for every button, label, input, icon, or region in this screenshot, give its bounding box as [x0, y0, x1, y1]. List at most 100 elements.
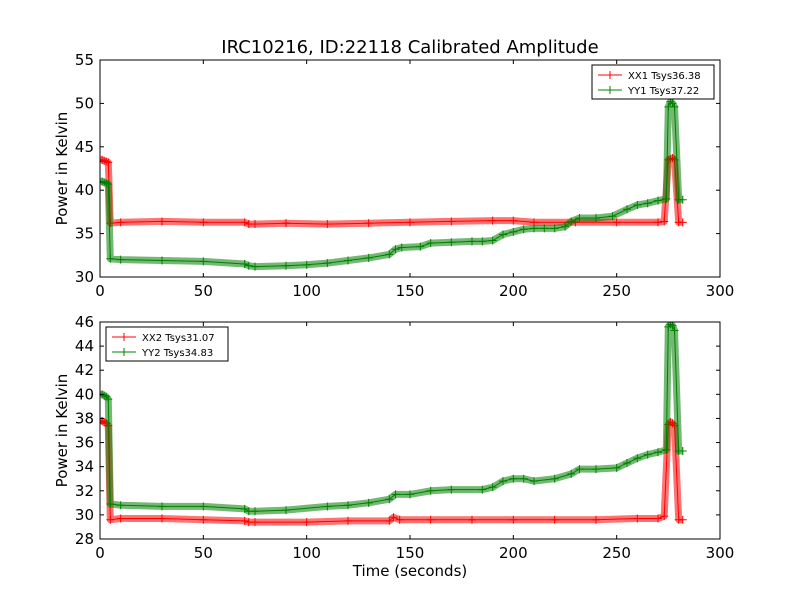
- data-point: [447, 485, 456, 494]
- data-point: [660, 512, 669, 521]
- data-point: [660, 217, 669, 226]
- data-point: [499, 477, 507, 486]
- data-point: [519, 474, 528, 483]
- data-point: [447, 238, 456, 247]
- data-point: [623, 205, 631, 214]
- data-point: [364, 253, 373, 262]
- x-tick-label: 100: [292, 282, 321, 300]
- data-point: [654, 196, 662, 205]
- y-tick-label: 45: [75, 138, 94, 156]
- data-point: [643, 199, 652, 208]
- data-point: [623, 459, 631, 468]
- data-point: [509, 216, 518, 225]
- data-point: [426, 515, 435, 524]
- data-point: [654, 448, 662, 457]
- data-point: [116, 255, 125, 264]
- legend-label: XX2 Tsys31.07: [142, 333, 215, 344]
- data-point: [100, 391, 109, 400]
- data-point: [106, 515, 115, 524]
- data-point: [251, 262, 259, 271]
- y-tick-label: 40: [75, 181, 94, 199]
- data-point: [102, 157, 111, 166]
- figure-title: IRC10216, ID:22118 Calibrated Amplitude: [221, 37, 598, 58]
- data-point: [100, 155, 107, 164]
- data-point: [106, 500, 115, 509]
- data-point: [323, 259, 332, 268]
- data-point: [488, 236, 497, 245]
- data-point: [633, 454, 642, 463]
- y-axis-label: Power in Kelvin: [53, 112, 71, 226]
- data-point: [406, 490, 414, 499]
- data-point: [468, 515, 476, 524]
- series-2: [100, 322, 687, 516]
- data-point: [282, 506, 290, 515]
- data-point: [100, 178, 109, 187]
- data-point: [199, 257, 208, 266]
- legend: XX2 Tsys31.07 YY2 Tsys34.83: [105, 326, 229, 362]
- data-point: [364, 219, 373, 228]
- legend-label: XX1 Tsys36.38: [628, 71, 701, 82]
- data-point: [488, 216, 497, 225]
- data-point: [654, 514, 662, 523]
- data-point: [670, 102, 679, 111]
- legend-marker: [606, 86, 614, 94]
- series-2: [100, 97, 687, 271]
- y-tick-label: 34: [75, 458, 94, 476]
- data-point: [540, 224, 549, 233]
- data-point: [668, 322, 677, 330]
- y-tick-label: 32: [75, 482, 94, 500]
- data-point: [344, 501, 352, 510]
- data-point: [199, 218, 208, 227]
- data-point: [612, 218, 621, 227]
- data-point: [509, 227, 518, 236]
- data-point: [323, 220, 332, 229]
- y-tick-label: 30: [75, 506, 94, 524]
- data-point: [385, 495, 394, 504]
- data-point: [240, 516, 249, 525]
- data-point: [530, 224, 538, 233]
- data-point: [530, 477, 538, 486]
- legend-box: [105, 326, 229, 362]
- data-point: [662, 194, 671, 203]
- x-tick-label: 250: [602, 282, 631, 300]
- data-point: [344, 256, 352, 265]
- data-point: [251, 518, 259, 527]
- data-point: [391, 245, 400, 254]
- data-point: [668, 99, 677, 108]
- data-point: [158, 256, 166, 265]
- data-point: [550, 515, 559, 524]
- data-point: [654, 218, 662, 227]
- data-point: [389, 513, 398, 522]
- chart-2: 0 50 100 150 200 250 300 28 30 32 34 36 38 40 42 44 46 Po…: [53, 313, 734, 580]
- x-tick-label: 50: [194, 282, 213, 300]
- x-tick-label: 200: [499, 544, 528, 562]
- x-tick-label: 150: [396, 282, 425, 300]
- data-point: [447, 217, 456, 226]
- data-point: [678, 515, 687, 524]
- data-point: [478, 485, 487, 494]
- data-point: [395, 515, 404, 524]
- data-point: [575, 213, 584, 222]
- data-point: [608, 212, 617, 221]
- data-point: [662, 445, 671, 454]
- data-point: [104, 180, 113, 189]
- data-point: [385, 516, 394, 525]
- data-point: [499, 230, 507, 239]
- data-point: [509, 515, 518, 524]
- data-point: [397, 243, 406, 252]
- legend-label: YY1 Tsys37.22: [627, 86, 699, 97]
- y-tick-label: 35: [75, 225, 94, 243]
- legend-marker: [606, 71, 614, 79]
- data-point: [116, 514, 125, 523]
- y-tick-label: 46: [75, 313, 94, 331]
- data-point: [158, 514, 166, 523]
- legend: XX1 Tsys36.38 YY1 Tsys37.22: [591, 64, 715, 100]
- x-tick-label: 150: [396, 544, 425, 562]
- x-axis-label: Time (seconds): [352, 562, 468, 580]
- data-point: [575, 465, 584, 474]
- data-point: [102, 179, 111, 188]
- data-point: [116, 218, 125, 227]
- data-point: [106, 254, 115, 263]
- data-point: [678, 446, 687, 455]
- data-point: [592, 213, 600, 222]
